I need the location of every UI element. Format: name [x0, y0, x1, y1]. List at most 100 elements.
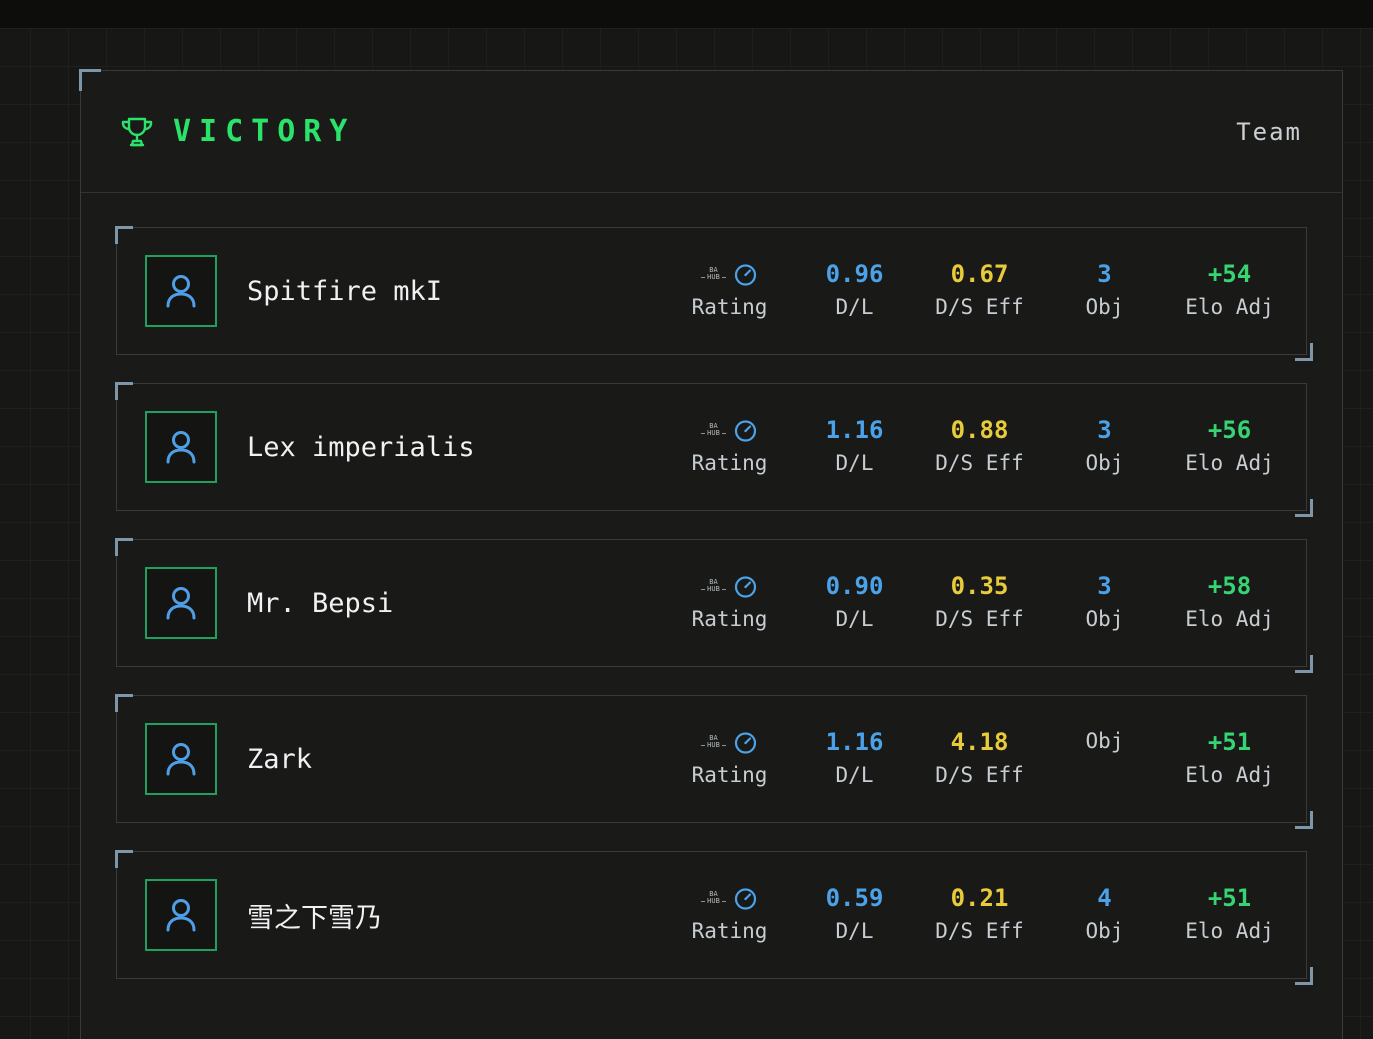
- player-rows: Spitfire mkI BA HUB Rating 0.96: [81, 193, 1342, 985]
- dl-label: D/L: [835, 295, 874, 319]
- bahub-line2-wrap: HUB: [701, 742, 726, 749]
- player-row[interactable]: 雪之下雪乃 BA HUB Rating 0.59: [115, 850, 1313, 985]
- dl-value: 0.90: [825, 572, 884, 600]
- stat-obj: 3 Obj: [1042, 257, 1167, 325]
- stat-obj: 4 Obj: [1042, 881, 1167, 949]
- bahub-line1: BA: [709, 266, 718, 274]
- elo-adj-label: Elo Adj: [1185, 295, 1274, 319]
- stat-obj: 3 Obj: [1042, 569, 1167, 637]
- obj-label: Obj: [1085, 729, 1124, 753]
- stat-dl: 1.16 D/L: [792, 725, 917, 793]
- rating-label: Rating: [691, 451, 768, 475]
- row-corner-bracket-tl: [115, 694, 133, 712]
- gauge-icon: [734, 419, 756, 442]
- bahub-icon: BA HUB: [701, 267, 726, 281]
- player-name: 雪之下雪乃: [247, 902, 382, 934]
- bahub-line1: BA: [709, 890, 718, 898]
- elo-adj-label: Elo Adj: [1185, 607, 1274, 631]
- obj-label: Obj: [1085, 451, 1124, 475]
- elo-adj-value: +56: [1207, 416, 1252, 444]
- player-name: Mr. Bepsi: [247, 587, 394, 619]
- ds-eff-value: 0.35: [950, 572, 1009, 600]
- obj-value: 3: [1097, 416, 1112, 444]
- person-icon: [166, 899, 196, 932]
- trophy-icon: [121, 117, 153, 146]
- stat-elo-adj: +51 Elo Adj: [1167, 725, 1292, 793]
- ds-eff-value: 0.88: [950, 416, 1009, 444]
- row-corner-bracket-br: [1295, 343, 1313, 361]
- elo-adj-value: +51: [1207, 728, 1252, 756]
- bahub-line2: HUB: [707, 741, 720, 749]
- stat-elo-adj: +51 Elo Adj: [1167, 881, 1292, 949]
- stat-rating: BA HUB Rating: [667, 881, 792, 949]
- gauge-icon: [734, 575, 756, 598]
- rating-icons: BA HUB: [701, 257, 758, 291]
- bahub-line2: HUB: [707, 897, 720, 905]
- rating-label: Rating: [691, 919, 768, 943]
- player-row[interactable]: Zark BA HUB Rating 1.16: [115, 694, 1313, 829]
- person-icon: [166, 275, 196, 308]
- panel-header: VICTORY Team: [81, 71, 1342, 193]
- gauge-icon: [734, 731, 756, 754]
- elo-adj-label: Elo Adj: [1185, 763, 1274, 787]
- stat-ds-eff: 4.18 D/S Eff: [917, 725, 1042, 793]
- obj-value: 3: [1097, 572, 1112, 600]
- rating-icons: BA HUB: [701, 413, 758, 447]
- row-corner-bracket-br: [1295, 967, 1313, 985]
- player-avatar: [145, 255, 217, 327]
- stat-rating: BA HUB Rating: [667, 413, 792, 481]
- player-name: Spitfire mkI: [247, 275, 443, 307]
- stat-rating: BA HUB Rating: [667, 257, 792, 325]
- ds-eff-label: D/S Eff: [935, 295, 1024, 319]
- ds-eff-label: D/S Eff: [935, 607, 1024, 631]
- elo-adj-label: Elo Adj: [1185, 451, 1274, 475]
- stat-obj: 3 Obj: [1042, 413, 1167, 481]
- rating-icons: BA HUB: [701, 881, 758, 915]
- player-name: Zark: [247, 743, 313, 775]
- stat-elo-adj: +54 Elo Adj: [1167, 257, 1292, 325]
- stat-dl: 0.96 D/L: [792, 257, 917, 325]
- ds-eff-label: D/S Eff: [935, 763, 1024, 787]
- stat-elo-adj: +56 Elo Adj: [1167, 413, 1292, 481]
- player-stats: BA HUB Rating 0.96 D/L 0.67 D/S Eff: [667, 257, 1292, 325]
- bahub-line2: HUB: [707, 273, 720, 281]
- row-corner-bracket-tl: [115, 382, 133, 400]
- obj-label: Obj: [1085, 295, 1124, 319]
- row-corner-bracket-tl: [115, 850, 133, 868]
- bahub-icon: BA HUB: [701, 735, 726, 749]
- elo-adj-value: +58: [1207, 572, 1252, 600]
- player-row[interactable]: Spitfire mkI BA HUB Rating 0.96: [115, 226, 1313, 361]
- player-stats: BA HUB Rating 0.59 D/L 0.21 D/S Eff: [667, 881, 1292, 949]
- victory-panel: VICTORY Team Spitfire mkI BA HUB: [79, 69, 1343, 1039]
- player-row[interactable]: Mr. Bepsi BA HUB Rating 0.90: [115, 538, 1313, 673]
- person-icon: [166, 431, 196, 464]
- dl-label: D/L: [835, 919, 874, 943]
- row-corner-bracket-tl: [115, 538, 133, 556]
- elo-adj-value: +54: [1207, 260, 1252, 288]
- obj-value: 3: [1097, 260, 1112, 288]
- stat-rating: BA HUB Rating: [667, 569, 792, 637]
- rating-icons: BA HUB: [701, 569, 758, 603]
- gauge-icon: [734, 887, 756, 910]
- person-icon: [166, 587, 196, 620]
- stat-rating: BA HUB Rating: [667, 725, 792, 793]
- stat-elo-adj: +58 Elo Adj: [1167, 569, 1292, 637]
- rating-icons: BA HUB: [701, 725, 758, 759]
- bahub-line2-wrap: HUB: [701, 586, 726, 593]
- person-icon: [166, 743, 196, 776]
- player-avatar: [145, 879, 217, 951]
- ds-eff-label: D/S Eff: [935, 919, 1024, 943]
- rating-label: Rating: [691, 763, 768, 787]
- player-row[interactable]: Lex imperialis BA HUB Rating 1.: [115, 382, 1313, 517]
- elo-adj-label: Elo Adj: [1185, 919, 1274, 943]
- bahub-icon: BA HUB: [701, 423, 726, 437]
- bahub-icon: BA HUB: [701, 891, 726, 905]
- bahub-line2: HUB: [707, 429, 720, 437]
- bahub-line2-wrap: HUB: [701, 430, 726, 437]
- bahub-line1: BA: [709, 578, 718, 586]
- dl-label: D/L: [835, 763, 874, 787]
- stat-ds-eff: 0.67 D/S Eff: [917, 257, 1042, 325]
- bahub-line2-wrap: HUB: [701, 274, 726, 281]
- rating-label: Rating: [691, 295, 768, 319]
